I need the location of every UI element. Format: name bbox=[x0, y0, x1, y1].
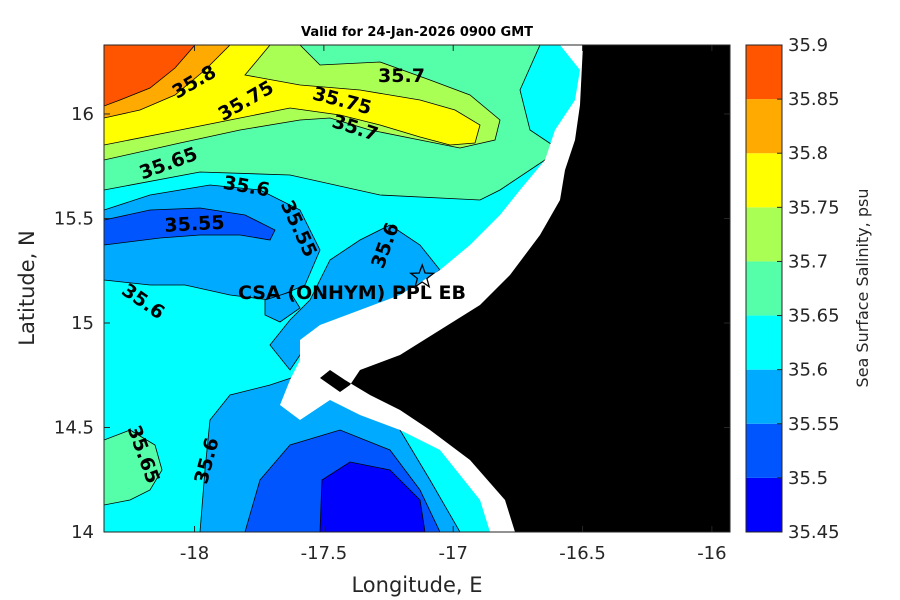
colorbar-frame bbox=[745, 44, 783, 533]
colorbar-tick-label: 35.65 bbox=[788, 306, 840, 327]
colorbar-tick-label: 35.45 bbox=[788, 522, 840, 543]
colorbar-tick-label: 35.5 bbox=[788, 468, 828, 489]
colorbar-tick-label: 35.7 bbox=[788, 251, 828, 272]
contour-field bbox=[104, 45, 730, 532]
star-icon bbox=[409, 263, 436, 289]
colorbar-label: Sea Surface Salinity, psu bbox=[853, 189, 872, 388]
x-tick-label: -16.5 bbox=[559, 543, 606, 564]
colorbar-tick-label: 35.85 bbox=[788, 89, 840, 110]
land-mask bbox=[320, 45, 730, 532]
x-tick-label: -17 bbox=[439, 543, 468, 564]
salinity-band-35.55-patch bbox=[264, 291, 301, 323]
colorbar-swatch bbox=[746, 423, 782, 478]
site-marker-group: CSA (ONHYM) PPL EB bbox=[238, 263, 466, 304]
plot-frame bbox=[103, 44, 731, 533]
colorbar-swatch bbox=[746, 207, 782, 262]
colorbar: 35.45 35.5 35.55 35.6 35.65 35.7 35.75 35.8 35.8… bbox=[745, 35, 840, 543]
y-tick-label: 14.5 bbox=[54, 417, 94, 438]
y-tick-label: 15 bbox=[71, 313, 94, 334]
contour-label: 35.7 bbox=[378, 65, 425, 87]
colorbar-swatch bbox=[746, 153, 782, 208]
y-tick-label: 14 bbox=[71, 522, 94, 543]
colorbar-swatch bbox=[746, 45, 782, 100]
colorbar-swatch bbox=[746, 261, 782, 316]
colorbar-tick-label: 35.55 bbox=[788, 414, 840, 435]
colorbar-swatch bbox=[746, 99, 782, 154]
x-axis-label: Longitude, E bbox=[351, 573, 482, 597]
site-label: CSA (ONHYM) PPL EB bbox=[238, 282, 466, 304]
y-tick-label: 16 bbox=[71, 104, 94, 125]
colorbar-swatch bbox=[746, 477, 782, 532]
chart-title: Valid for 24-Jan-2026 0900 GMT bbox=[301, 25, 533, 40]
contour-label: 35.55 bbox=[164, 212, 225, 237]
y-tick-label: 15.5 bbox=[54, 208, 94, 229]
x-axis-ticks: -18 -17.5 -17 -16.5 -16 bbox=[180, 45, 727, 564]
x-tick-label: -18 bbox=[180, 543, 209, 564]
colorbar-swatch bbox=[746, 315, 782, 370]
colorbar-tick-label: 35.75 bbox=[788, 197, 840, 218]
colorbar-tick-label: 35.8 bbox=[788, 143, 828, 164]
salinity-band-35.45-south bbox=[319, 461, 426, 532]
x-tick-label: -16 bbox=[697, 543, 726, 564]
y-axis-label: Latitude, N bbox=[15, 230, 39, 346]
x-tick-label: -17.5 bbox=[301, 543, 348, 564]
colorbar-swatch bbox=[746, 369, 782, 424]
salinity-band-35.5-tongue bbox=[104, 207, 276, 246]
salinity-band-35.85 bbox=[104, 45, 196, 107]
y-axis-ticks: 14 14.5 15 15.5 16 bbox=[54, 104, 730, 543]
colorbar-tick-label: 35.6 bbox=[788, 360, 828, 381]
salinity-band-35.65-sw bbox=[104, 429, 163, 506]
colorbar-tick-label: 35.9 bbox=[788, 35, 828, 56]
